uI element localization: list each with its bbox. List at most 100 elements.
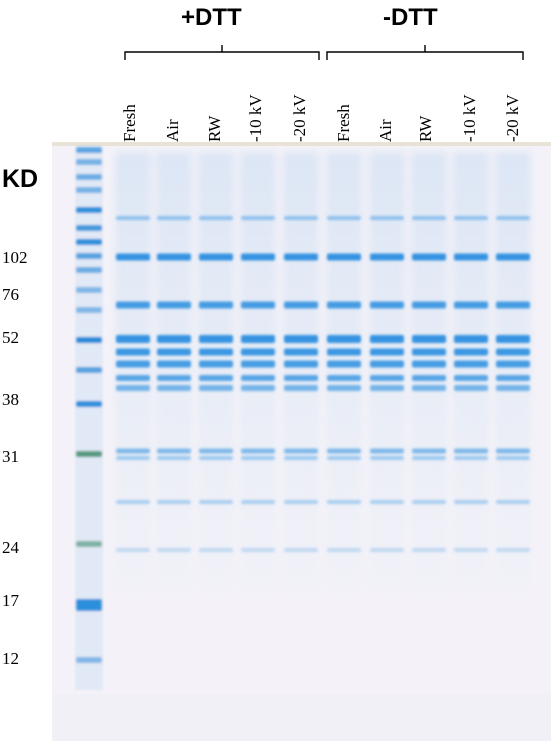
- band-lane-8-2: [412, 253, 446, 261]
- ladder-band-16: [76, 541, 102, 547]
- ladder-band-7: [76, 239, 102, 245]
- band-lane-8-1: [412, 216, 446, 220]
- band-lane-10-7: [496, 375, 530, 381]
- ladder-band-17: [76, 599, 102, 611]
- lane-smear-7: [369, 152, 405, 592]
- mw-label-38: 38: [2, 390, 19, 409]
- bracket-minus-dtt: [326, 45, 524, 60]
- band-lane-4-11: [241, 500, 275, 504]
- band-lane-3-6: [199, 360, 233, 368]
- band-lane-10-9: [496, 448, 530, 454]
- band-lane-4-1: [241, 216, 275, 220]
- band-lane-2-1: [157, 216, 191, 220]
- lane-smear-8: [411, 152, 447, 592]
- band-lane-7-4: [370, 335, 404, 343]
- band-lane-1-9: [116, 448, 150, 454]
- lane-smear-1: [115, 152, 151, 592]
- band-lane-10-10: [496, 456, 530, 460]
- band-lane-5-2: [284, 253, 318, 261]
- band-lane-10-5: [496, 348, 530, 356]
- band-lane-9-12: [454, 548, 488, 552]
- band-lane-10-3: [496, 301, 530, 309]
- band-lane-10-11: [496, 500, 530, 504]
- band-lane-7-1: [370, 216, 404, 220]
- band-lane-6-7: [327, 375, 361, 381]
- band-lane-1-11: [116, 500, 150, 504]
- ladder-band-15: [76, 451, 102, 457]
- gel-top-edge: [52, 142, 551, 146]
- band-lane-1-10: [116, 456, 150, 460]
- lane-label-20kv-plus: -20 kV: [290, 94, 309, 142]
- band-lane-4-9: [241, 448, 275, 454]
- mw-label-17: 17: [2, 591, 19, 610]
- ladder-band-5: [76, 207, 102, 213]
- band-lane-5-4: [284, 335, 318, 343]
- band-lane-6-2: [327, 253, 361, 261]
- band-lane-3-10: [199, 456, 233, 460]
- band-lane-5-9: [284, 448, 318, 454]
- band-lane-7-10: [370, 456, 404, 460]
- lane-smear-6: [326, 152, 362, 592]
- band-lane-10-2: [496, 253, 530, 261]
- band-lane-6-1: [327, 216, 361, 220]
- band-lane-7-11: [370, 500, 404, 504]
- band-lane-10-4: [496, 335, 530, 343]
- lane-smear-10: [495, 152, 531, 592]
- band-lane-3-3: [199, 301, 233, 309]
- lane-smear-3: [198, 152, 234, 592]
- band-lane-6-4: [327, 335, 361, 343]
- band-lane-8-6: [412, 360, 446, 368]
- band-lane-3-2: [199, 253, 233, 261]
- ladder-lane: [75, 147, 103, 690]
- band-lane-5-1: [284, 216, 318, 220]
- band-lane-7-7: [370, 375, 404, 381]
- lane-smear-4: [240, 152, 276, 592]
- band-lane-3-11: [199, 500, 233, 504]
- band-lane-9-1: [454, 216, 488, 220]
- band-lane-8-10: [412, 456, 446, 460]
- band-lane-4-12: [241, 548, 275, 552]
- band-lane-7-3: [370, 301, 404, 309]
- sample-bands: [116, 216, 530, 552]
- lane-label-20kv-minus: -20 kV: [503, 94, 522, 142]
- band-lane-8-3: [412, 301, 446, 309]
- band-lane-4-2: [241, 253, 275, 261]
- band-lane-3-4: [199, 335, 233, 343]
- band-lane-9-11: [454, 500, 488, 504]
- band-lane-8-9: [412, 448, 446, 454]
- band-lane-9-5: [454, 348, 488, 356]
- lane-label-rw-plus: RW: [205, 115, 224, 142]
- ladder-band-18: [76, 657, 102, 663]
- band-lane-7-8: [370, 385, 404, 391]
- ladder-band-8: [76, 253, 102, 259]
- sds-page-gel-image: [52, 142, 551, 741]
- group-label-minus-dtt: -DTT: [383, 4, 438, 31]
- lane-label-air-minus: Air: [376, 119, 395, 142]
- band-lane-10-1: [496, 216, 530, 220]
- band-lane-3-7: [199, 375, 233, 381]
- lane-label-10kv-minus: -10 kV: [460, 94, 479, 142]
- band-lane-2-9: [157, 448, 191, 454]
- band-lane-4-10: [241, 456, 275, 460]
- band-lane-10-8: [496, 385, 530, 391]
- band-lane-9-3: [454, 301, 488, 309]
- band-lane-2-2: [157, 253, 191, 261]
- band-lane-2-6: [157, 360, 191, 368]
- band-lane-6-11: [327, 500, 361, 504]
- ladder-band-4: [76, 187, 102, 193]
- band-lane-1-7: [116, 375, 150, 381]
- kd-unit-label: KD: [2, 165, 39, 193]
- lane-label-fresh-minus: Fresh: [334, 104, 353, 142]
- band-lane-9-7: [454, 375, 488, 381]
- band-lane-10-6: [496, 360, 530, 368]
- lane-smears: [115, 152, 531, 592]
- band-lane-5-8: [284, 385, 318, 391]
- mw-label-31: 31: [2, 447, 19, 466]
- band-lane-8-11: [412, 500, 446, 504]
- band-lane-5-11: [284, 500, 318, 504]
- band-lane-5-6: [284, 360, 318, 368]
- band-lane-6-10: [327, 456, 361, 460]
- band-lane-2-11: [157, 500, 191, 504]
- band-lane-2-4: [157, 335, 191, 343]
- band-lane-5-5: [284, 348, 318, 356]
